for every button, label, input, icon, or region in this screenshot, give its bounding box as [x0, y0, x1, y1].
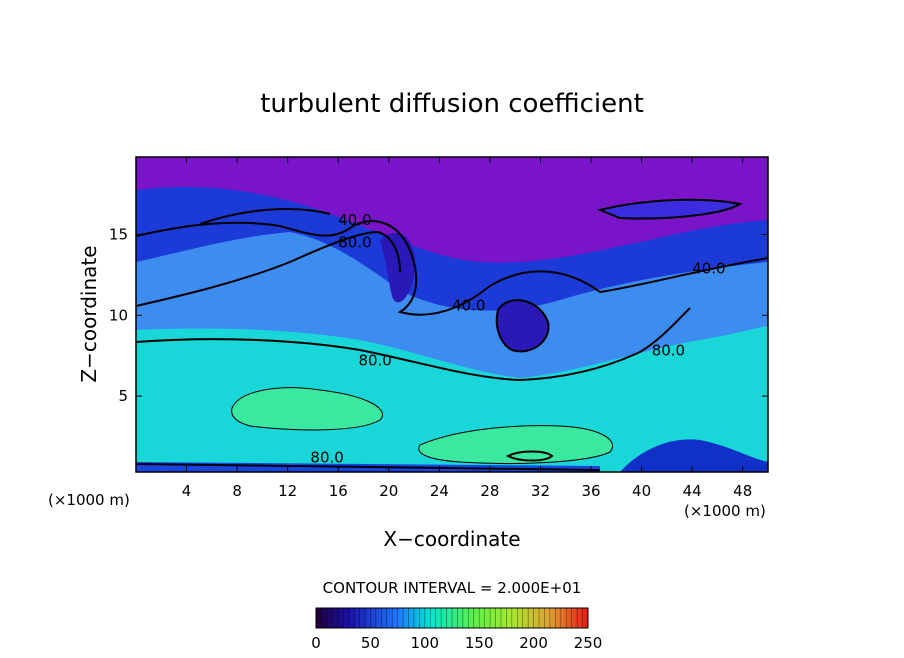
- contour-label: 80.0: [652, 342, 685, 360]
- x-axis-label: X−coordinate: [383, 527, 520, 551]
- x-unit-left: (×1000 m): [48, 491, 130, 509]
- contour-interval-note: CONTOUR INTERVAL = 2.000E+01: [323, 579, 582, 597]
- colorbar-tick-label: 200: [519, 634, 548, 652]
- x-tick-label: 12: [278, 482, 297, 500]
- colorbar-tick-label: 100: [410, 634, 439, 652]
- x-tick-label: 16: [329, 482, 348, 500]
- plot-field: [136, 157, 768, 472]
- contour-label: 80.0: [310, 448, 343, 466]
- contour-80-upper: [136, 230, 401, 307]
- x-tick-label: 44: [683, 482, 702, 500]
- contour-label: 80.0: [338, 233, 371, 251]
- contour-eddy: [495, 299, 550, 353]
- x-tick-label: 24: [430, 482, 449, 500]
- field-green-lower: [418, 425, 613, 464]
- contour-thin-2: [418, 425, 613, 465]
- x-tick-label: 48: [733, 482, 752, 500]
- colorbar-tick-label: 0: [311, 634, 321, 652]
- y-axis-label: Z−coordinate: [77, 245, 101, 382]
- colorbar-tick-label: 250: [574, 634, 603, 652]
- chart-title: turbulent diffusion coefficient: [260, 89, 644, 119]
- y-axis-ticks: 5 10 15: [109, 226, 768, 405]
- field-green-core: [231, 387, 383, 430]
- colorbar-tick-label: 50: [361, 634, 380, 652]
- field-cyan-band: [136, 326, 768, 472]
- field-eddy2: [496, 300, 549, 352]
- x-tick-label: 28: [480, 482, 499, 500]
- x-tick-label: 4: [182, 482, 192, 500]
- colorbar-ticks: 0 50 100 150 200 250: [311, 634, 602, 652]
- x-tick-label: 32: [531, 482, 550, 500]
- contour-label: 40.0: [692, 259, 725, 277]
- colorbar-stripes: [321, 608, 583, 628]
- contour-80-mid: [136, 307, 691, 382]
- x-tick-label: 8: [232, 482, 242, 500]
- colorbar-tick-label: 150: [465, 634, 494, 652]
- y-tick-label: 10: [109, 306, 128, 324]
- y-tick-label: 5: [118, 387, 128, 405]
- x-tick-label: 40: [632, 482, 651, 500]
- contour-top-right: [596, 198, 743, 220]
- y-tick-label: 15: [109, 226, 128, 244]
- contour-label: 40.0: [338, 211, 371, 229]
- contour-labels: 40.0 80.0 40.0 40.0 80.0 80.0 80.0: [310, 211, 725, 466]
- contour-label: 80.0: [358, 351, 391, 369]
- field-bottom-right: [620, 439, 768, 472]
- contour-label: 40.0: [452, 296, 485, 314]
- plot-frame: [135, 156, 769, 473]
- contour-40-upper: [136, 220, 768, 316]
- x-axis-ticks: 4 8 12 16 20 24 28 32 36 40 44 48: [182, 157, 752, 500]
- contour-closed: [505, 450, 554, 462]
- field-eddy: [380, 232, 416, 303]
- x-tick-label: 36: [581, 482, 600, 500]
- contour-80-bottom: [136, 463, 601, 471]
- x-unit-right: (×1000 m): [684, 502, 766, 520]
- contour-40-top: [199, 208, 331, 225]
- x-tick-label: 20: [379, 482, 398, 500]
- contour-thin-1: [231, 387, 383, 431]
